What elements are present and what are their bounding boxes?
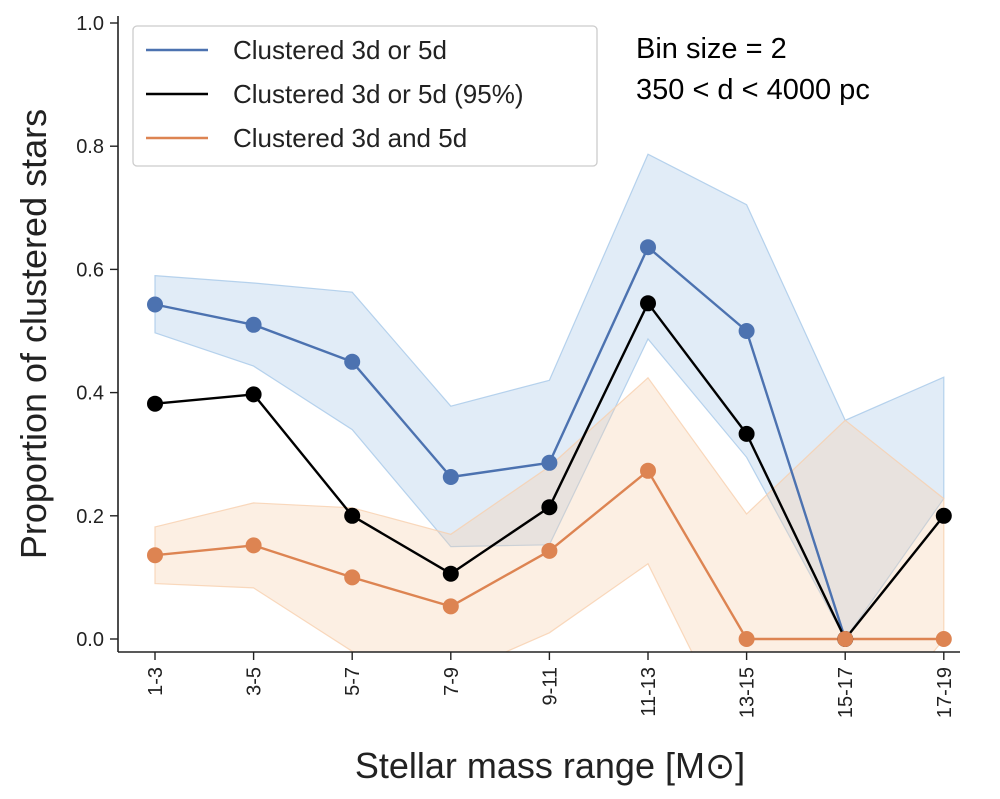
series-points [147, 239, 952, 647]
legend-box [132, 25, 598, 167]
legend-label-0: Clustered 3d or 5d [233, 35, 447, 65]
point-series-0-7-9 [442, 469, 459, 485]
point-series-1-7-9 [442, 565, 459, 582]
y-tick-label: 0.8 [76, 136, 104, 158]
point-series-2-9-11 [541, 542, 558, 559]
x-tick-label: 1-3 [145, 667, 167, 696]
legend: Clustered 3d or 5d Clustered 3d or 5d (95… [132, 25, 598, 167]
line-series-0 [154, 246, 847, 640]
x-axis-ticks: 1-3 3-5 5-7 7-9 9-11 11-13 13-15 15-17 17-19 [145, 652, 956, 718]
x-tick-label: 3-5 [244, 667, 266, 696]
point-series-2-13-15 [738, 631, 755, 647]
y-axis-ticks: 0.0 0.2 0.4 0.6 0.8 1.0 [76, 13, 118, 651]
x-tick-label: 17-19 [934, 667, 956, 718]
point-series-2-7-9 [442, 598, 459, 615]
point-series-2-1-3 [147, 547, 163, 564]
point-series-1-1-3 [147, 395, 163, 412]
legend-label-2: Clustered 3d and 5d [233, 123, 467, 153]
x-tick-label: 11-13 [638, 667, 660, 717]
point-series-2-5-7 [344, 569, 361, 586]
point-series-0-1-3 [147, 296, 163, 313]
point-series-1-11-13 [640, 295, 656, 312]
y-tick-label: 0.6 [76, 259, 104, 281]
annotation-distance-range: 350 < d < 4000 pc [636, 74, 870, 106]
y-tick-label: 0.0 [76, 629, 104, 651]
y-tick-label: 0.2 [76, 506, 104, 528]
y-axis-title: Proportion of clustered stars [13, 109, 54, 559]
point-series-1-3-5 [245, 386, 262, 403]
legend-label-1: Clustered 3d or 5d (95%) [233, 79, 523, 109]
point-series-0-3-5 [245, 316, 262, 333]
point-series-1-9-11 [541, 499, 558, 516]
y-tick-label: 0.4 [76, 383, 104, 405]
x-tick-label: 7-9 [441, 667, 463, 696]
point-series-1-17-19 [935, 507, 952, 524]
point-series-1-13-15 [738, 425, 755, 442]
point-series-2-3-5 [245, 537, 262, 554]
point-series-2-17-19 [935, 631, 952, 647]
y-tick-label: 1.0 [76, 13, 104, 35]
annotation-bin-size: Bin size = 2 [636, 33, 787, 65]
point-series-0-11-13 [640, 239, 656, 256]
x-tick-label: 13-15 [737, 667, 759, 718]
point-series-0-13-15 [738, 323, 755, 339]
x-tick-label: 15-17 [835, 667, 857, 718]
point-series-2-15-17 [837, 631, 854, 647]
point-series-0-9-11 [541, 454, 558, 471]
x-axis-title: Stellar mass range [M⊙] [355, 745, 745, 786]
x-tick-label: 5-7 [342, 667, 364, 696]
point-series-2-11-13 [640, 462, 656, 479]
point-series-1-5-7 [344, 507, 361, 524]
x-tick-label: 9-11 [539, 667, 561, 706]
point-series-0-5-7 [344, 353, 361, 370]
